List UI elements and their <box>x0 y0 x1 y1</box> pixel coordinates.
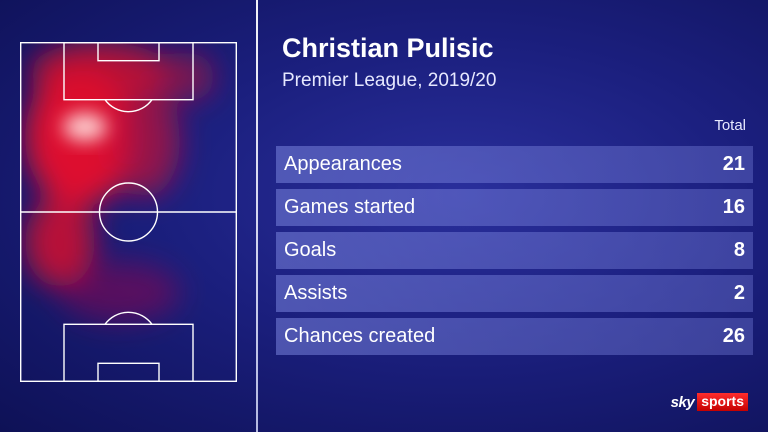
stat-row-chances-created: Chances created 26 <box>276 318 753 355</box>
stat-row-games-started: Games started 16 <box>276 189 753 226</box>
header: Christian Pulisic Premier League, 2019/2… <box>282 32 752 92</box>
stat-value: 21 <box>722 153 745 175</box>
stat-row-assists: Assists 2 <box>276 275 753 312</box>
stat-row-goals: Goals 8 <box>276 232 753 269</box>
competition-subtitle: Premier League, 2019/20 <box>282 70 497 91</box>
logo-sky-text: sky <box>670 393 695 411</box>
stat-row-appearances: Appearances 21 <box>276 146 753 183</box>
total-column-header: Total <box>714 117 746 134</box>
stat-label: Games started <box>284 196 416 218</box>
stat-label: Goals <box>284 239 337 261</box>
logo-sports-text: sports <box>697 393 748 411</box>
vertical-divider <box>256 0 258 432</box>
stat-value: 8 <box>733 239 745 261</box>
pitch-lines <box>20 42 237 382</box>
heatmap-pitch <box>20 42 237 382</box>
stat-label: Appearances <box>284 153 402 175</box>
stat-value: 26 <box>722 325 745 347</box>
stat-label: Assists <box>284 282 348 304</box>
stat-label: Chances created <box>284 325 436 347</box>
stat-value: 16 <box>722 196 745 218</box>
sky-sports-logo: sky sports <box>671 393 748 411</box>
stats-table: Appearances 21 Games started 16 Goals 8 … <box>276 146 753 361</box>
player-name: Christian Pulisic <box>282 33 494 63</box>
stat-value: 2 <box>733 282 745 304</box>
